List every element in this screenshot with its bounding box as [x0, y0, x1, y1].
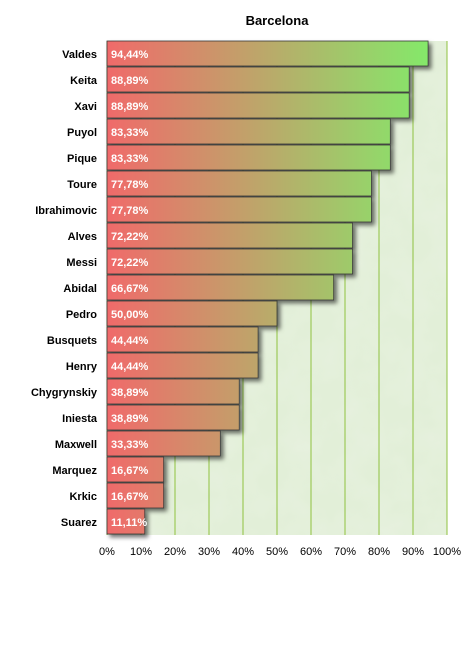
bar-value-label: 66,67% [111, 283, 149, 295]
bar-value-label: 83,33% [111, 153, 149, 165]
x-tick-label: 80% [368, 546, 390, 558]
x-tick-label: 90% [402, 546, 424, 558]
x-tick-label: 30% [198, 546, 220, 558]
bar-value-label: 94,44% [111, 49, 149, 61]
bar-value-label: 72,22% [111, 231, 149, 243]
bar-value-label: 77,78% [111, 205, 149, 217]
x-tick-label: 0% [99, 546, 115, 558]
bar-value-label: 88,89% [111, 75, 149, 87]
bar [106, 300, 278, 327]
bar [106, 326, 259, 353]
bar [106, 196, 372, 223]
category-label: Maxwell [55, 439, 97, 451]
category-label: Valdes [62, 49, 97, 61]
category-label: Suarez [61, 517, 98, 529]
bar [106, 92, 410, 119]
category-label: Pedro [66, 309, 97, 321]
bar-value-label: 16,67% [111, 465, 149, 477]
category-label: Pique [67, 153, 97, 165]
bar [106, 378, 240, 405]
bar [106, 170, 372, 197]
category-label: Ibrahimovic [35, 205, 97, 217]
bar-value-label: 83,33% [111, 127, 149, 139]
category-label: Krkic [69, 491, 97, 503]
bar-value-label: 38,89% [111, 413, 149, 425]
bar-value-label: 16,67% [111, 491, 149, 503]
bar [106, 222, 353, 249]
x-tick-label: 50% [266, 546, 288, 558]
x-tick-label: 100% [433, 546, 461, 558]
x-tick-label: 20% [164, 546, 186, 558]
category-label: Alves [68, 231, 97, 243]
category-label: Xavi [74, 101, 97, 113]
bar-value-label: 72,22% [111, 257, 149, 269]
chart-title: Barcelona [246, 13, 310, 28]
category-label: Keita [70, 75, 98, 87]
bar [106, 144, 391, 171]
x-tick-label: 60% [300, 546, 322, 558]
bar-value-label: 11,11% [111, 517, 147, 529]
bars: 94,44% 88,89% 88,89% 83,33% 83,33% 77,78% 77,7… [106, 40, 429, 535]
x-axis-ticks: 0% 10% 20% 30% 40% 50% 60% 70% 80% 90% 100% [99, 546, 461, 558]
bar-value-label: 33,33% [111, 439, 149, 451]
x-tick-label: 70% [334, 546, 356, 558]
x-tick-label: 10% [130, 546, 152, 558]
bar [106, 404, 240, 431]
bar-value-label: 88,89% [111, 101, 149, 113]
bar-value-label: 38,89% [111, 387, 149, 399]
bar-value-label: 50,00% [111, 309, 149, 321]
bar [106, 430, 221, 457]
bar-value-label: 77,78% [111, 179, 149, 191]
category-label: Puyol [67, 127, 97, 139]
bar [106, 274, 335, 301]
category-label: Abidal [63, 283, 97, 295]
bar-value-label: 44,44% [111, 335, 149, 347]
bar [106, 456, 165, 483]
bar [106, 66, 410, 93]
bar [106, 482, 165, 509]
category-label: Henry [66, 361, 98, 373]
bar-value-label: 44,44% [111, 361, 149, 373]
x-tick-label: 40% [232, 546, 254, 558]
category-label: Iniesta [62, 413, 98, 425]
category-label: Busquets [47, 335, 97, 347]
bar [106, 40, 429, 67]
bar [106, 352, 259, 379]
category-label: Marquez [52, 465, 97, 477]
category-labels: Valdes Keita Xavi Puyol Pique Toure Ibrahimovi… [31, 49, 98, 529]
bar [106, 118, 391, 145]
bar [106, 508, 146, 535]
bar [106, 248, 353, 275]
category-label: Messi [66, 257, 97, 269]
category-label: Toure [67, 179, 97, 191]
category-label: Chygrynskiy [31, 387, 98, 399]
